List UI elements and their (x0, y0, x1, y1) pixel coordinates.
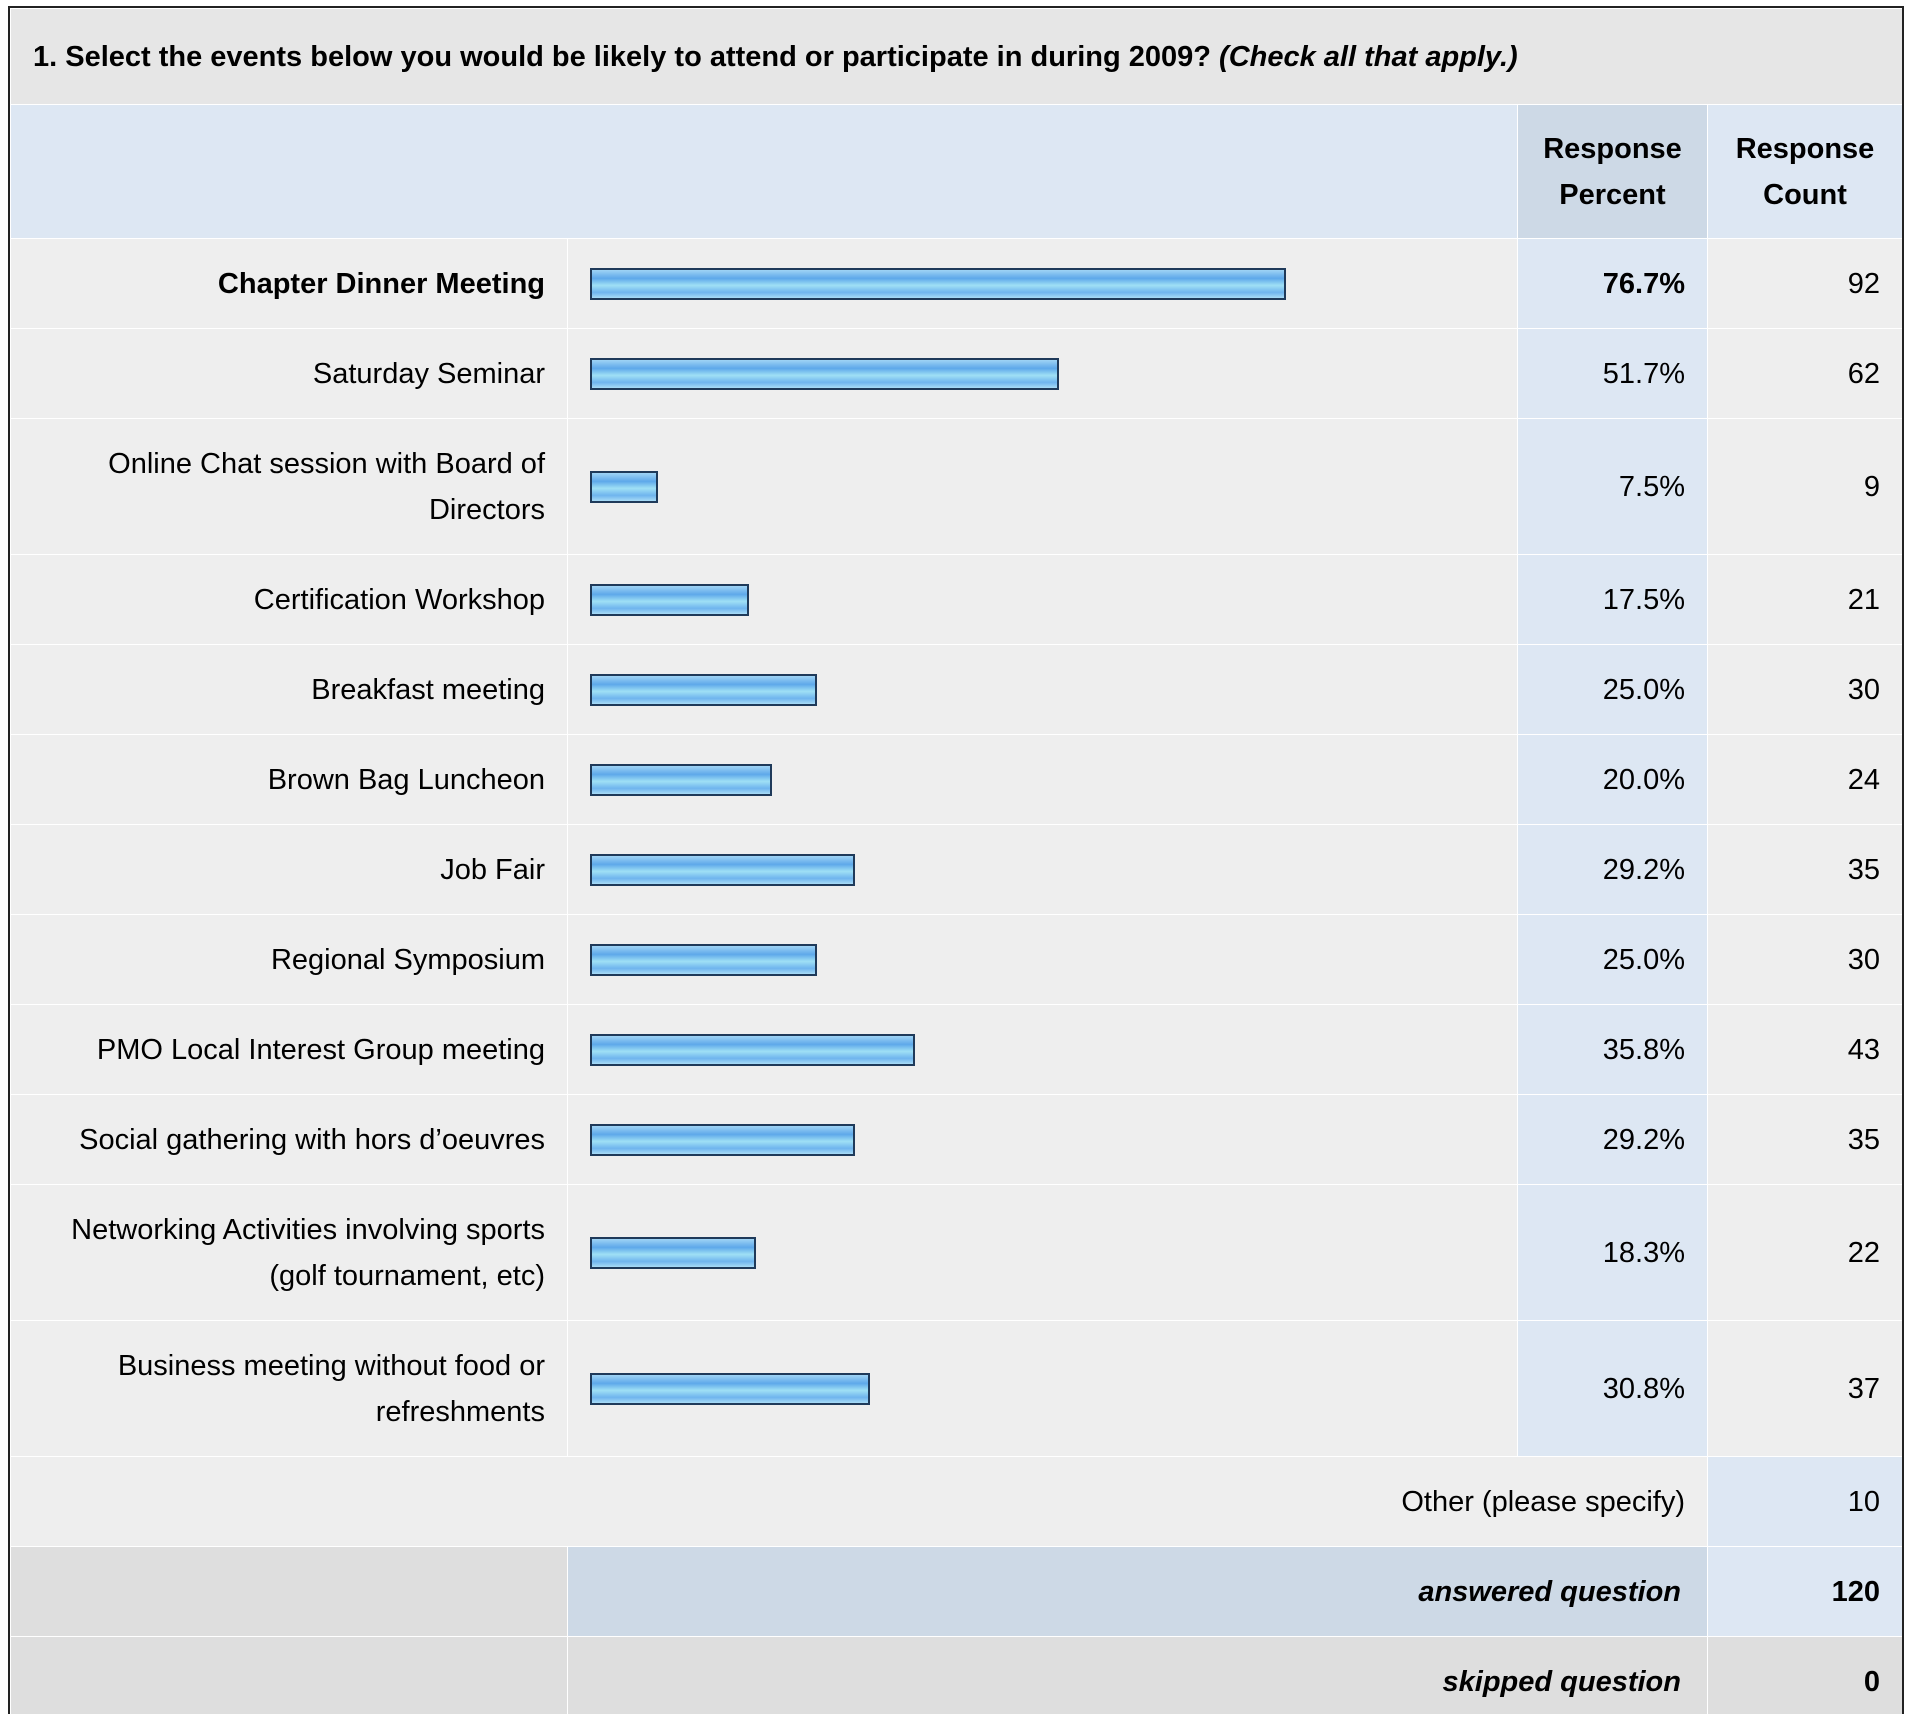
other-row: Other (please specify) 10 (10, 1456, 1902, 1547)
table-row: Regional Symposium 25.0% 30 (10, 914, 1902, 1005)
response-bar (590, 1123, 855, 1156)
bar-cell (567, 734, 1518, 825)
response-percent: 20.0% (1517, 734, 1708, 825)
answer-label: Business meeting without food or refresh… (10, 1320, 568, 1457)
answer-label: Saturday Seminar (10, 328, 568, 419)
table-row: Job Fair 29.2% 35 (10, 824, 1902, 915)
response-count: 9 (1706, 418, 1902, 555)
answer-label: Online Chat session with Board of Direct… (10, 418, 568, 555)
survey-results-table: 1. Select the events below you would be … (8, 6, 1904, 1714)
table-row: PMO Local Interest Group meeting 35.8% 43 (10, 1004, 1902, 1095)
summary-blank (10, 1636, 568, 1714)
response-count: 62 (1706, 328, 1902, 419)
question-text: 1. Select the events below you would be … (33, 40, 1211, 73)
answer-label: Regional Symposium (10, 914, 568, 1005)
response-count: 30 (1706, 644, 1902, 735)
skipped-question-label: skipped question (567, 1636, 1708, 1714)
response-bar (590, 357, 1059, 390)
bar-cell (567, 418, 1518, 555)
response-bar (590, 583, 749, 616)
bar-cell (567, 554, 1518, 645)
answer-label: Chapter Dinner Meeting (10, 238, 568, 329)
table-row: Online Chat session with Board of Direct… (10, 418, 1902, 555)
answer-label: Job Fair (10, 824, 568, 915)
bar-cell (567, 238, 1518, 329)
table-row: Brown Bag Luncheon 20.0% 24 (10, 734, 1902, 825)
response-count: 92 (1706, 238, 1902, 329)
response-count: 24 (1706, 734, 1902, 825)
response-count: 30 (1706, 914, 1902, 1005)
answered-question-label: answered question (567, 1546, 1708, 1637)
response-bar (590, 267, 1286, 300)
table-row: Chapter Dinner Meeting 76.7% 92 (10, 238, 1902, 329)
summary-blank (10, 1546, 568, 1637)
answer-label: Networking Activities involving sports (… (10, 1184, 568, 1321)
response-percent: 17.5% (1517, 554, 1708, 645)
table-row: Business meeting without food or refresh… (10, 1320, 1902, 1457)
table-row: Certification Workshop 17.5% 21 (10, 554, 1902, 645)
response-count: 21 (1706, 554, 1902, 645)
response-bar (590, 673, 817, 706)
response-bar (590, 1372, 870, 1405)
question-title: 1. Select the events below you would be … (10, 8, 1902, 105)
other-count: 10 (1706, 1456, 1902, 1547)
response-percent: 51.7% (1517, 328, 1708, 419)
response-bar (590, 943, 817, 976)
answer-label: Brown Bag Luncheon (10, 734, 568, 825)
bar-cell (567, 824, 1518, 915)
question-row: 1. Select the events below you would be … (10, 8, 1902, 105)
response-count: 22 (1706, 1184, 1902, 1321)
response-count: 37 (1706, 1320, 1902, 1457)
header-response-percent: Response Percent (1517, 104, 1708, 239)
response-count: 35 (1706, 1094, 1902, 1185)
table-row: Social gathering with hors d’oeuvres 29.2… (10, 1094, 1902, 1185)
bar-cell (567, 1184, 1518, 1321)
answered-row: answered question 120 (10, 1546, 1902, 1637)
response-bar (590, 1236, 756, 1269)
response-percent: 76.7% (1517, 238, 1708, 329)
response-bar (590, 470, 658, 503)
bar-cell (567, 914, 1518, 1005)
answered-question-count: 120 (1706, 1546, 1902, 1637)
response-percent: 29.2% (1517, 824, 1708, 915)
answer-label: Breakfast meeting (10, 644, 568, 735)
skipped-question-count: 0 (1706, 1636, 1902, 1714)
other-label: Other (please specify) (10, 1456, 1708, 1547)
header-response-count: Response Count (1706, 104, 1902, 239)
response-bar (590, 853, 855, 886)
answer-label: Certification Workshop (10, 554, 568, 645)
response-percent: 29.2% (1517, 1094, 1708, 1185)
bar-cell (567, 1320, 1518, 1457)
bar-cell (567, 328, 1518, 419)
response-percent: 35.8% (1517, 1004, 1708, 1095)
question-note: (Check all that apply.) (1219, 40, 1518, 73)
table-row: Networking Activities involving sports (… (10, 1184, 1902, 1321)
bar-cell (567, 644, 1518, 735)
header-blank (10, 104, 1518, 239)
response-percent: 7.5% (1517, 418, 1708, 555)
response-percent: 25.0% (1517, 914, 1708, 1005)
response-percent: 30.8% (1517, 1320, 1708, 1457)
answer-label: PMO Local Interest Group meeting (10, 1004, 568, 1095)
table-row: Saturday Seminar 51.7% 62 (10, 328, 1902, 419)
answer-label: Social gathering with hors d’oeuvres (10, 1094, 568, 1185)
bar-cell (567, 1094, 1518, 1185)
response-count: 35 (1706, 824, 1902, 915)
response-percent: 25.0% (1517, 644, 1708, 735)
table-row: Breakfast meeting 25.0% 30 (10, 644, 1902, 735)
response-percent: 18.3% (1517, 1184, 1708, 1321)
response-bar (590, 1033, 915, 1066)
header-row: Response Percent Response Count (10, 104, 1902, 239)
response-count: 43 (1706, 1004, 1902, 1095)
response-bar (590, 763, 772, 796)
skipped-row: skipped question 0 (10, 1636, 1902, 1714)
bar-cell (567, 1004, 1518, 1095)
